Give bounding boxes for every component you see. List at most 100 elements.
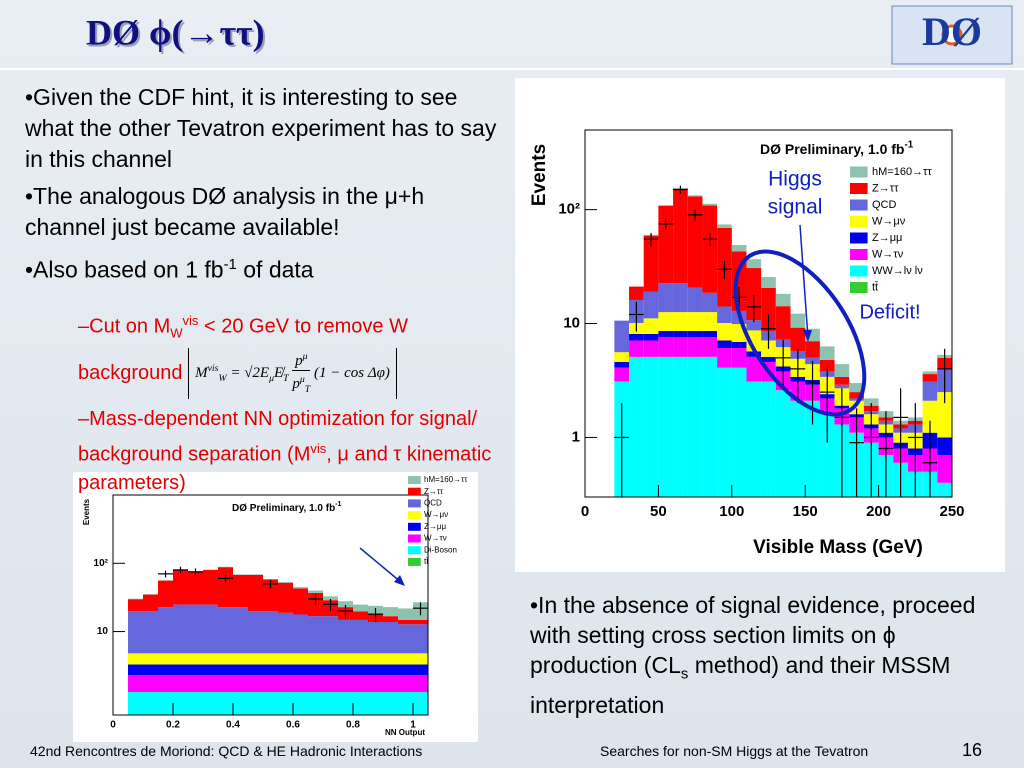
bar-segment: [629, 340, 644, 357]
bar-segment: [717, 323, 732, 341]
bar-segment: [702, 205, 718, 293]
bar-segment: [158, 580, 173, 608]
bar-segment: [278, 692, 293, 715]
legend-label: tt̄: [872, 281, 878, 293]
bar-segment: [614, 352, 630, 362]
data-point: [717, 260, 732, 280]
y-tick-label: 10²: [558, 201, 580, 218]
annotation: signal: [768, 196, 823, 219]
bar-segment: [143, 664, 158, 676]
bar-segment: [731, 347, 747, 368]
bar-segment: [353, 619, 368, 654]
bar-segment: [398, 608, 413, 620]
legend-swatch: [408, 546, 421, 555]
bar-segment: [398, 692, 413, 715]
chart-title-text: DØ Preliminary, 1.0 fb: [232, 503, 335, 514]
bar-segment: [158, 692, 173, 715]
x-tick-label: 0: [110, 720, 116, 731]
bar-segment: [278, 612, 293, 654]
bar-segment: [233, 664, 248, 676]
bar-segment: [922, 371, 938, 375]
bar-segment: [922, 374, 938, 382]
x-axis-label: NN Output: [385, 728, 425, 737]
bar-segment: [203, 604, 218, 654]
bar-segment: [218, 567, 233, 608]
bar-segment: [863, 398, 879, 406]
bar-segment: [218, 653, 233, 665]
bullet-text: –Cut on M: [78, 315, 171, 338]
bar-segment: [293, 614, 308, 654]
bar-segment: [323, 692, 338, 715]
bar-segment: [248, 692, 263, 715]
bar-segment: [188, 664, 203, 676]
f: E̸: [274, 364, 284, 381]
bar-segment: [233, 692, 248, 715]
bar-segment: [173, 675, 188, 693]
data-point: [158, 570, 173, 578]
bar-segment: [805, 341, 820, 358]
bar-segment: [413, 619, 428, 625]
footer-left: 42nd Rencontres de Moriond: QCD & HE Had…: [30, 743, 423, 759]
bar-segment: [673, 330, 688, 338]
data-point: [643, 232, 659, 247]
bar-segment: [143, 675, 158, 693]
legend-label: hM=160→ττ: [424, 475, 468, 484]
f: pμT: [292, 374, 310, 395]
bar-segment: [398, 675, 413, 693]
bar-segment: [173, 604, 188, 654]
y-tick-label: 10: [97, 626, 109, 637]
data-point: [702, 232, 718, 247]
bar-segment: [203, 569, 218, 605]
x-tick-label: 250: [939, 503, 964, 520]
bar-segment: [383, 675, 398, 693]
bar-segment: [248, 611, 263, 654]
bar-segment: [413, 664, 428, 676]
bar-segment: [790, 400, 806, 497]
bar-segment: [717, 224, 732, 228]
bar-segment: [218, 607, 233, 654]
bar-segment: [731, 341, 747, 348]
bar-segment: [338, 601, 353, 608]
bar-segment: [188, 675, 203, 693]
bar-segment: [233, 653, 248, 665]
bar-segment: [673, 337, 688, 357]
sub-bullet-list: –Cut on MWvis < 20 GeV to remove W backg…: [78, 306, 508, 504]
bar-segment: [849, 383, 864, 393]
bar-segment: [203, 675, 218, 693]
bar-segment: [761, 277, 776, 288]
bar-segment: [203, 692, 218, 715]
y-axis-label: Events: [82, 498, 91, 525]
legend-label: Z→ττ: [872, 182, 899, 194]
bar-segment: [746, 320, 762, 331]
fraction: pμ pμT: [292, 348, 311, 399]
bar-segment: [173, 664, 188, 676]
legend-swatch: [850, 232, 868, 244]
bar-segment: [353, 653, 368, 665]
data-point: [863, 403, 879, 497]
f: (1 − cos Δφ): [313, 364, 390, 381]
f: 2E: [252, 364, 270, 381]
subscript: s: [680, 665, 689, 683]
x-tick-label: 0.8: [346, 720, 360, 731]
legend-swatch: [408, 499, 421, 508]
slide-title: DØ ϕ(→ττ): [86, 12, 265, 52]
bar-segment: [937, 455, 952, 483]
annotation-box: [226, 518, 370, 548]
bullet-text: •Also based on 1 fb: [25, 256, 224, 283]
bar-segment: [263, 692, 278, 715]
legend-swatch: [850, 166, 868, 178]
legend-swatch: [850, 265, 868, 277]
x-tick-label: 100: [719, 503, 744, 520]
bar-segment: [775, 306, 791, 340]
bar-segment: [143, 611, 158, 654]
bar-segment: [158, 675, 173, 693]
bar-segment: [158, 653, 173, 665]
chart-title-sup: -1: [335, 501, 341, 508]
bar-segment: [248, 653, 263, 665]
bar-segment: [353, 675, 368, 693]
bullet: •In the absence of signal evidence, proc…: [530, 590, 1000, 720]
bar-segment: [687, 196, 703, 288]
bullet: •The analogous DØ analysis in the μ+h ch…: [25, 181, 505, 243]
bar-segment: [834, 376, 850, 385]
